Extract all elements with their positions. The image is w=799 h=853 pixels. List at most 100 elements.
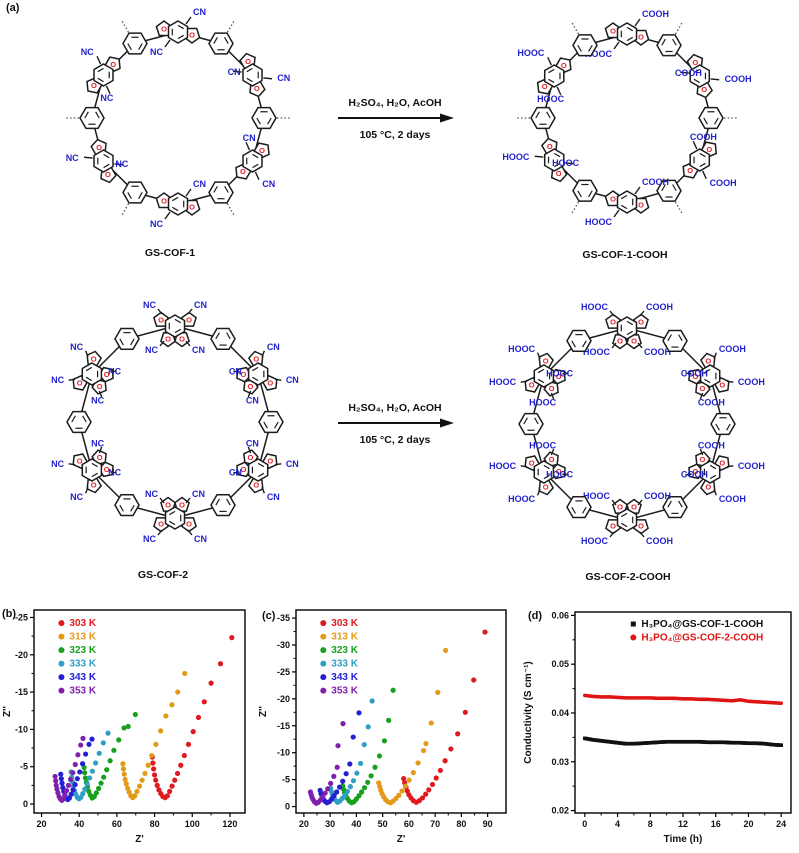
svg-text:COOH: COOH	[675, 68, 702, 78]
svg-text:353 K: 353 K	[331, 686, 358, 697]
svg-text:COOH: COOH	[690, 132, 717, 142]
svg-text:COOH: COOH	[719, 494, 746, 504]
svg-text:O: O	[719, 381, 725, 390]
svg-text:HOOC: HOOC	[489, 461, 517, 471]
svg-text:HOOC: HOOC	[502, 152, 530, 162]
svg-text:COOH: COOH	[725, 74, 752, 84]
svg-text:CN: CN	[192, 345, 205, 355]
svg-text:343 K: 343 K	[331, 672, 358, 683]
svg-text:-10: -10	[277, 748, 290, 758]
svg-text:HOOC: HOOC	[581, 536, 609, 546]
chart-svg-c: 20 30 40 50 60 70 80 90 0 -5 -10 -15 -20 -25 -30 -35 Z' Z…	[258, 609, 507, 845]
svg-text:Z': Z'	[135, 834, 144, 845]
svg-text:100: 100	[185, 819, 200, 829]
reaction-2-conditions-bottom: 105 °C, 2 days	[359, 434, 431, 446]
svg-text:HOOC: HOOC	[537, 94, 565, 104]
svg-text:20: 20	[743, 819, 753, 829]
chart-c-nyquist-gs-cof-2-cooh: 20 30 40 50 60 70 80 90 0 -5 -10 -15 -20 -25 -30 -35 Z' Z…	[256, 598, 518, 853]
svg-text:NC: NC	[115, 159, 128, 169]
svg-text:0.04: 0.04	[551, 708, 569, 718]
svg-text:O: O	[110, 60, 116, 69]
svg-text:NC: NC	[81, 47, 94, 57]
svg-text:O: O	[543, 483, 549, 492]
svg-text:HOOC: HOOC	[489, 377, 517, 387]
svg-text:O: O	[687, 166, 693, 175]
svg-text:H₃PO₄@GS-COF-1-COOH: H₃PO₄@GS-COF-1-COOH	[641, 619, 763, 630]
svg-text:O: O	[179, 335, 185, 344]
svg-text:NC: NC	[70, 342, 83, 352]
svg-text:O: O	[165, 335, 171, 344]
svg-text:0: 0	[582, 819, 587, 829]
svg-text:NC: NC	[51, 375, 64, 385]
svg-text:O: O	[549, 455, 555, 464]
svg-text:O: O	[547, 142, 553, 151]
svg-text:CN: CN	[193, 7, 206, 17]
svg-text:-10: -10	[15, 724, 28, 734]
svg-text:-20: -20	[277, 694, 290, 704]
svg-text:O: O	[529, 458, 535, 467]
svg-text:40: 40	[74, 819, 84, 829]
svg-text:313 K: 313 K	[69, 632, 96, 643]
svg-text:24: 24	[776, 819, 786, 829]
svg-text:O: O	[77, 456, 83, 465]
svg-text:CN: CN	[286, 375, 299, 385]
svg-text:O: O	[91, 354, 97, 363]
structure-gs-cof-1-cooh: O O HOOC COOH O O COOH COOH O O COOH COOH O O COOH HOOC…	[455, 0, 799, 257]
svg-text:O: O	[158, 520, 164, 529]
svg-text:O: O	[240, 370, 246, 379]
svg-text:O: O	[104, 465, 110, 474]
svg-text:CN: CN	[262, 179, 275, 189]
name-gs-cof-2-cooh: GS-COF-2-COOH	[585, 571, 671, 583]
svg-text:O: O	[543, 356, 549, 365]
svg-text:O: O	[105, 170, 111, 179]
svg-text:90: 90	[483, 819, 493, 829]
svg-text:O: O	[701, 85, 707, 94]
reaction-1-conditions-top: H₂SO₄, H₂O, AcOH	[348, 97, 442, 109]
svg-text:O: O	[267, 379, 273, 388]
svg-text:0.03: 0.03	[551, 757, 569, 767]
svg-text:O: O	[610, 195, 616, 204]
svg-text:O: O	[692, 372, 698, 381]
svg-text:CN: CN	[267, 342, 280, 352]
reaction-arrow-2: H₂SO₄, H₂O, AcOH 105 °C, 2 days	[334, 402, 456, 446]
svg-text:O: O	[259, 146, 265, 155]
svg-text:12: 12	[678, 819, 688, 829]
svg-text:O: O	[692, 58, 698, 67]
svg-text:303 K: 303 K	[331, 618, 358, 629]
svg-text:40: 40	[351, 819, 361, 829]
svg-text:O: O	[556, 467, 562, 476]
svg-text:COOH: COOH	[698, 440, 725, 450]
svg-text:O: O	[165, 501, 171, 510]
svg-text:0: 0	[285, 802, 290, 812]
svg-text:COOH: COOH	[642, 177, 669, 187]
svg-text:Z'': Z''	[258, 706, 269, 717]
svg-text:O: O	[267, 456, 273, 465]
svg-text:20: 20	[299, 819, 309, 829]
svg-text:303 K: 303 K	[69, 618, 96, 629]
arrow-right-icon	[338, 113, 454, 123]
svg-text:HOOC: HOOC	[517, 48, 545, 58]
chart-b-nyquist-gs-cof-1-cooh: 20 40 60 80 100 120 0 -5 -10 -15 -20 -25 Z' Z'' 303 K 3…	[0, 598, 256, 853]
svg-text:O: O	[158, 316, 164, 325]
svg-text:Conductivity (S cm⁻¹): Conductivity (S cm⁻¹)	[523, 661, 534, 764]
svg-text:O: O	[692, 467, 698, 476]
svg-text:COOH: COOH	[644, 491, 671, 501]
svg-text:O: O	[186, 316, 192, 325]
svg-text:O: O	[97, 382, 103, 391]
svg-text:O: O	[247, 453, 253, 462]
svg-text:0.02: 0.02	[551, 806, 569, 816]
svg-text:HOOC: HOOC	[581, 302, 609, 312]
svg-text:50: 50	[378, 819, 388, 829]
svg-text:323 K: 323 K	[69, 645, 96, 656]
svg-text:O: O	[610, 27, 616, 36]
svg-text:O: O	[705, 483, 711, 492]
svg-text:NC: NC	[91, 438, 104, 448]
svg-text:CN: CN	[192, 489, 205, 499]
svg-text:Time (h): Time (h)	[664, 834, 703, 845]
name-gs-cof-2: GS-COF-2	[137, 569, 189, 581]
svg-text:HOOC: HOOC	[508, 344, 536, 354]
svg-text:CN: CN	[286, 459, 299, 469]
svg-text:O: O	[247, 382, 253, 391]
svg-text:CN: CN	[228, 67, 241, 77]
